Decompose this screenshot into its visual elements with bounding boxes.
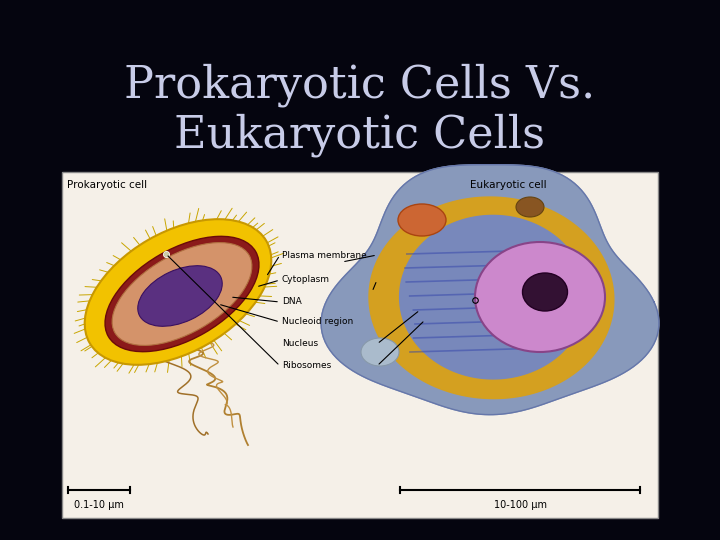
Text: DNA: DNA (282, 298, 302, 307)
Text: Prokaryotic cell: Prokaryotic cell (67, 180, 147, 190)
Text: Nucleoid region: Nucleoid region (282, 318, 354, 327)
Text: Nucleus: Nucleus (282, 340, 318, 348)
Text: Eukaryotic cell: Eukaryotic cell (470, 180, 546, 190)
Ellipse shape (398, 204, 446, 236)
Text: 0.1-10 μm: 0.1-10 μm (74, 500, 124, 510)
Text: Plasma membrane: Plasma membrane (282, 251, 366, 260)
Ellipse shape (85, 219, 271, 365)
Ellipse shape (361, 338, 399, 366)
Ellipse shape (475, 242, 605, 352)
Polygon shape (400, 215, 586, 379)
Text: Ribosomes: Ribosomes (282, 361, 331, 370)
Polygon shape (321, 165, 659, 415)
Ellipse shape (138, 266, 222, 326)
Bar (62, 172, 658, 518)
Ellipse shape (523, 273, 567, 311)
Text: 10-100 μm: 10-100 μm (493, 500, 546, 510)
Text: Cytoplasm: Cytoplasm (282, 275, 330, 285)
Text: Eukaryotic Cells: Eukaryotic Cells (174, 113, 546, 157)
Ellipse shape (105, 237, 259, 352)
Polygon shape (369, 197, 614, 399)
Ellipse shape (112, 242, 252, 346)
Ellipse shape (516, 197, 544, 217)
Text: Prokaryotic Cells Vs.: Prokaryotic Cells Vs. (125, 63, 595, 107)
